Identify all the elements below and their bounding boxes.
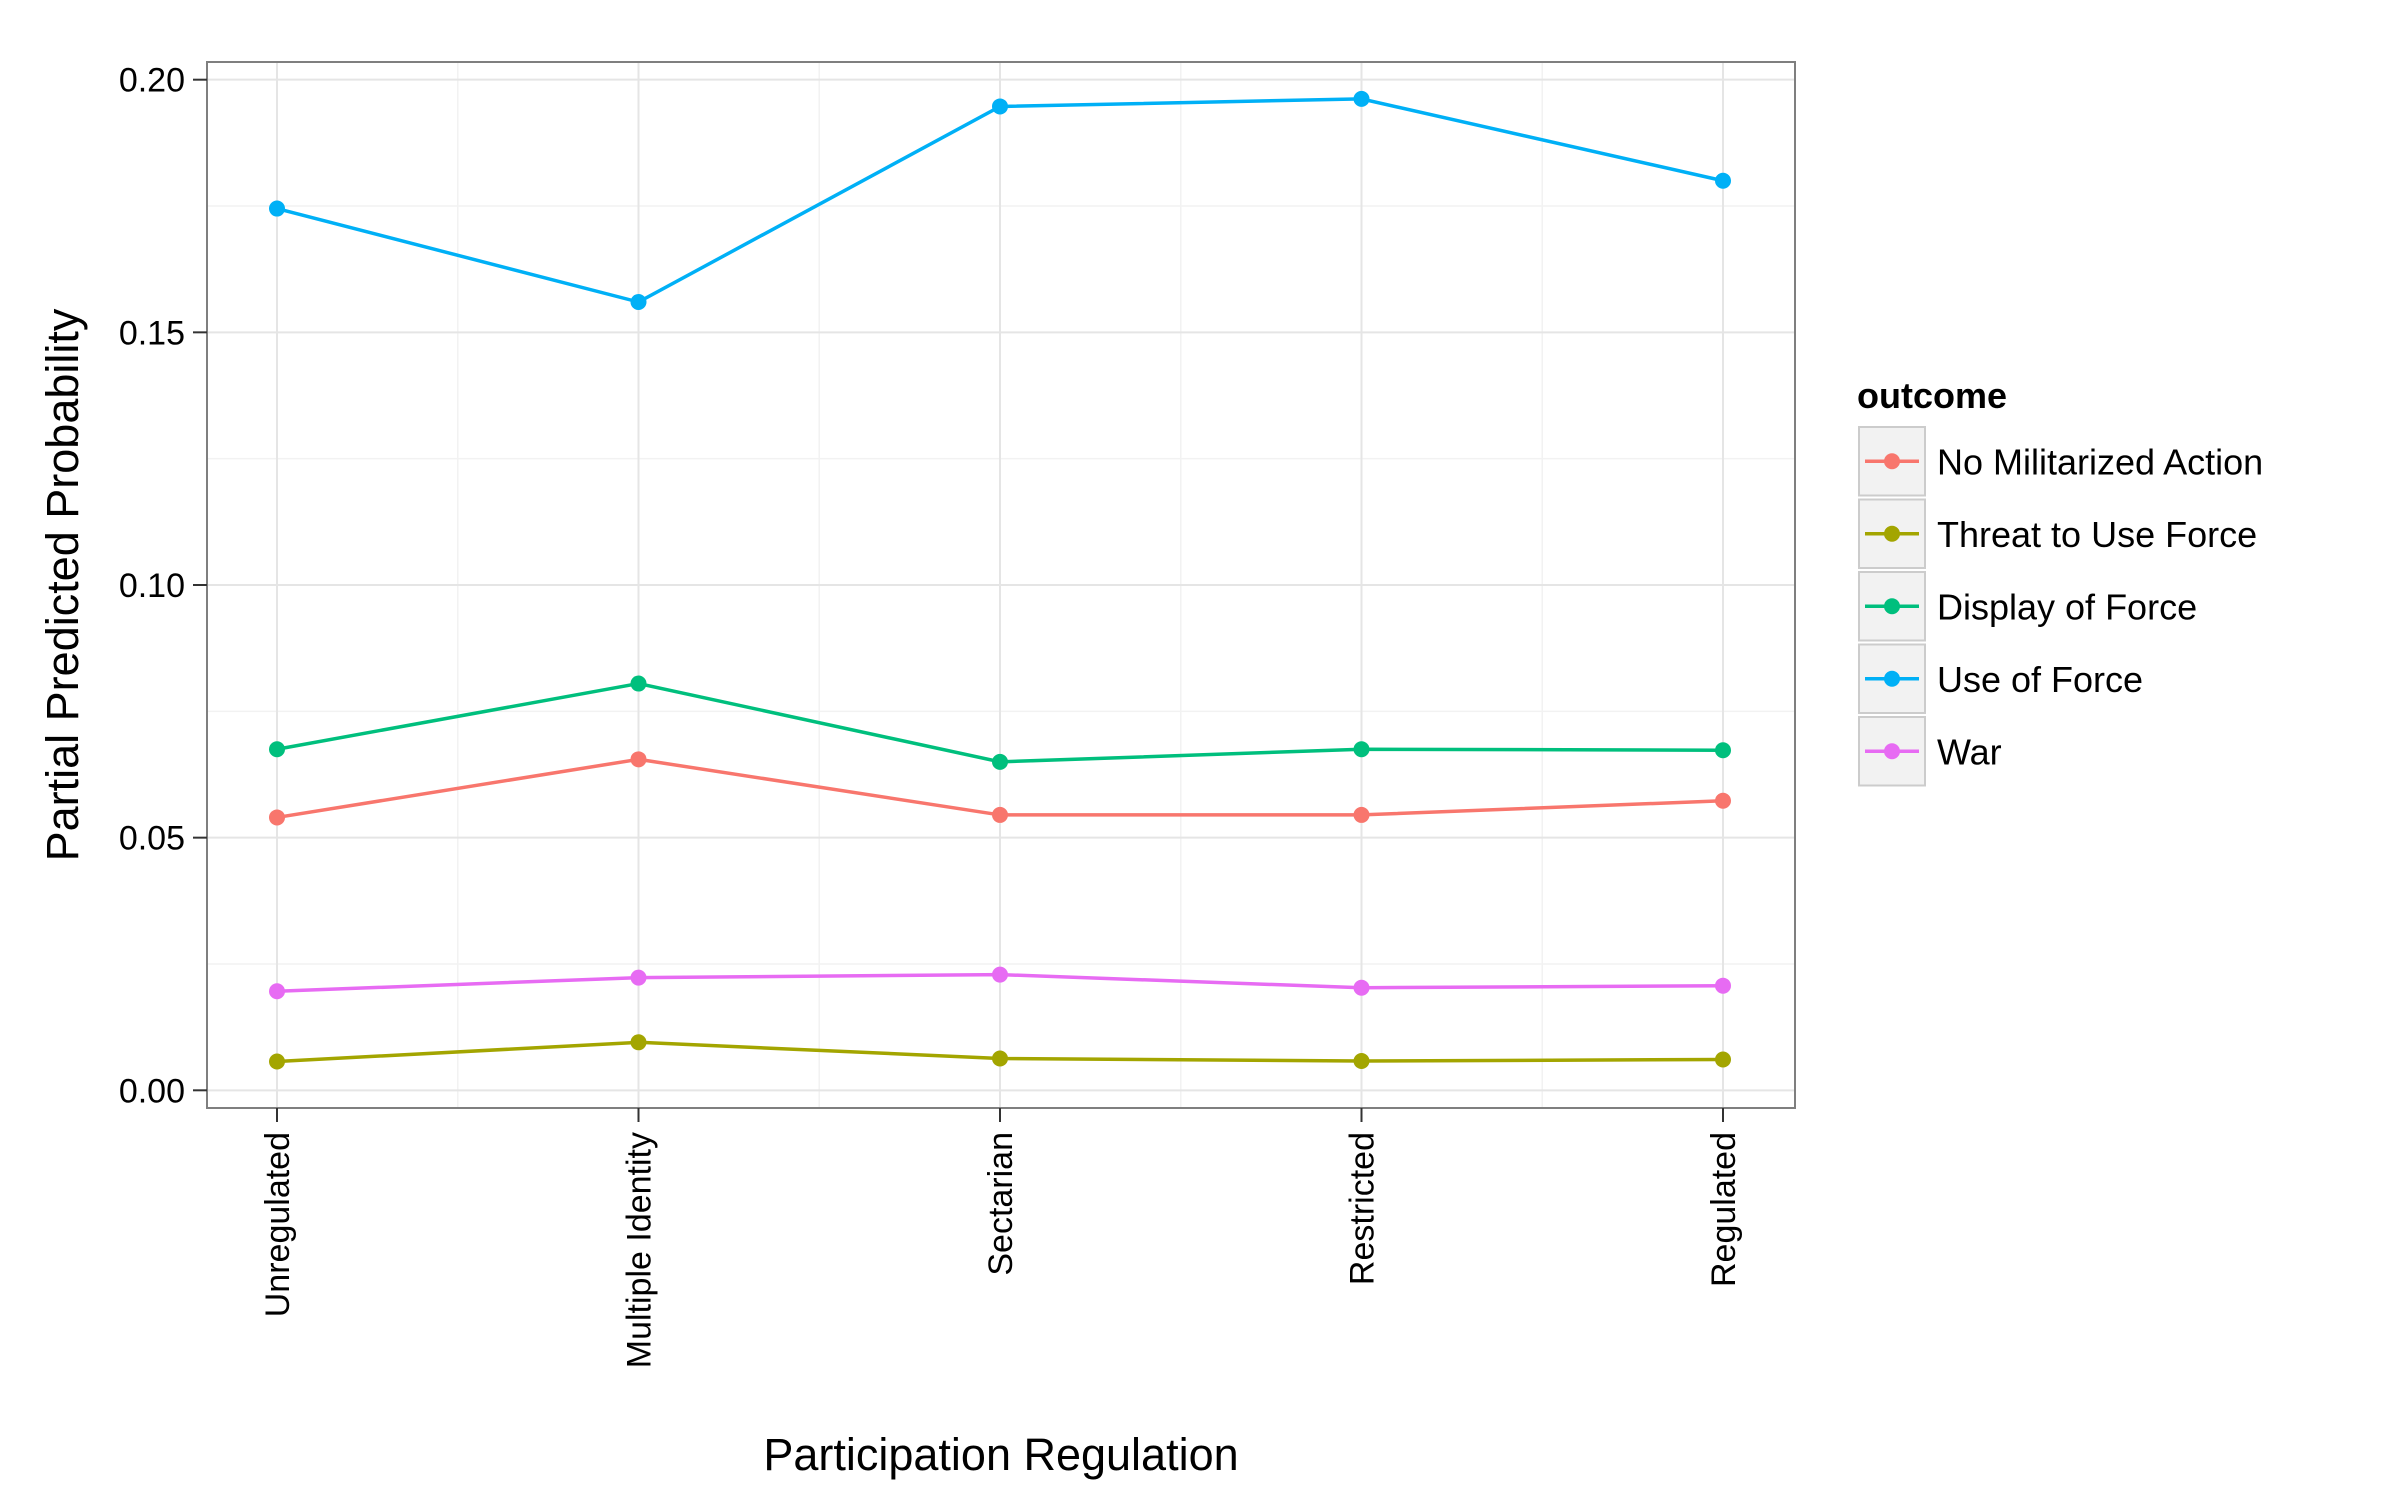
legend-key-border (1858, 643, 1926, 714)
data-point (1715, 1051, 1731, 1068)
data-point (992, 1050, 1008, 1067)
legend-key-border (1858, 571, 1926, 642)
legend-key-border (1858, 716, 1926, 787)
data-point (1715, 742, 1731, 759)
data-point (269, 809, 285, 826)
data-point (269, 983, 285, 1000)
data-point (1715, 172, 1731, 189)
x-tick-label: Unregulated (259, 1132, 297, 1317)
y-tick-label: 0.00 (119, 1072, 185, 1110)
legend-label: War (1937, 731, 2002, 772)
legend-label: Display of Force (1937, 586, 2197, 627)
legend-key-border (1858, 426, 1926, 497)
data-point (630, 294, 647, 311)
data-point (1353, 90, 1370, 107)
x-tick-label: Sectarian (982, 1132, 1020, 1276)
data-point (992, 98, 1008, 115)
data-point (992, 753, 1008, 770)
data-point (1353, 1053, 1370, 1070)
y-tick-label: 0.15 (119, 314, 185, 352)
legend-key-border (1858, 498, 1926, 569)
legend-label: Threat to Use Force (1937, 514, 2257, 555)
major-gridlines (207, 62, 1795, 1108)
series-display-of-force (269, 675, 1731, 770)
legend-label: Use of Force (1937, 659, 2143, 700)
data-point (630, 751, 647, 768)
x-axis-title: Participation Regulation (763, 1429, 1238, 1480)
x-tick-label: Regulated (1705, 1132, 1743, 1287)
y-tick-label: 0.10 (119, 567, 185, 605)
data-point (630, 1034, 647, 1051)
series-threat-to-use-force (269, 1034, 1731, 1070)
legend-point (1884, 453, 1900, 470)
data-point (1353, 741, 1370, 758)
series-war (269, 966, 1731, 1000)
data-point (1715, 977, 1731, 994)
x-tick-label: Multiple Identity (621, 1132, 659, 1368)
legend-item: Threat to Use Force (1856, 496, 2257, 571)
y-axis-title: Partial Predicted Probability (37, 308, 88, 861)
legend-point (1884, 598, 1900, 615)
y-tick-label: 0.20 (119, 62, 185, 100)
legend-point (1884, 743, 1900, 760)
data-point (1353, 806, 1370, 823)
data-point (269, 200, 285, 217)
data-point (269, 1053, 285, 1070)
legend-item: No Militarized Action (1856, 424, 2263, 499)
data-point (1353, 979, 1370, 996)
legend-item: War (1856, 714, 2002, 789)
data-point (992, 806, 1008, 823)
data-point (269, 741, 285, 758)
y-tick-label: 0.05 (119, 820, 185, 858)
data-point (630, 675, 647, 692)
x-tick-label: Restricted (1344, 1132, 1382, 1285)
series-use-of-force (269, 90, 1731, 311)
legend: outcome No Militarized Action Threat to U… (1856, 375, 2263, 789)
series-no-militarized-action (269, 751, 1731, 826)
legend-title: outcome (1857, 375, 2007, 416)
legend-point (1884, 670, 1900, 687)
data-point (1715, 792, 1731, 809)
y-axis: 0.00 0.05 0.10 0.15 0.20 (119, 62, 207, 1110)
x-axis: Unregulated Multiple Identity Sectarian Res… (259, 1108, 1743, 1368)
legend-item: Use of Force (1856, 641, 2143, 716)
legend-point (1884, 525, 1900, 542)
series-layer (269, 90, 1731, 1070)
legend-label: No Militarized Action (1937, 441, 2263, 482)
data-point (992, 966, 1008, 983)
legend-item: Display of Force (1856, 569, 2197, 644)
data-point (630, 969, 647, 986)
